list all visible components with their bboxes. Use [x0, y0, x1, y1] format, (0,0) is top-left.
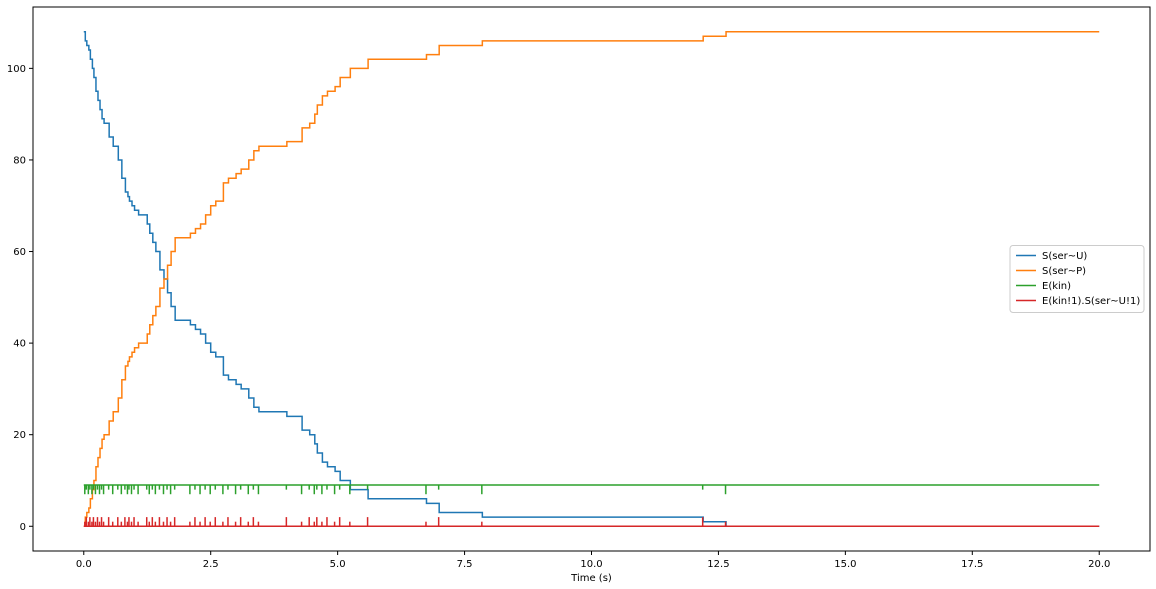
x-tick-label: 2.5	[203, 559, 219, 570]
legend-label: S(ser~U)	[1042, 251, 1087, 262]
x-tick-label: 15.0	[834, 559, 856, 570]
y-tick-label: 100	[7, 64, 26, 75]
x-tick-label: 0.0	[76, 559, 92, 570]
series-line	[83, 30, 1100, 528]
series-layer	[83, 30, 1100, 528]
y-tick-label: 80	[13, 155, 26, 166]
legend-label: E(kin!1).S(ser~U!1)	[1042, 296, 1140, 307]
series-2	[83, 30, 1100, 528]
legend-item: E(kin)	[1016, 281, 1071, 292]
legend-label: E(kin)	[1042, 281, 1071, 292]
x-axis-label: Time (s)	[570, 573, 612, 584]
legend: S(ser~U) S(ser~P) E(kin) E(kin!1).S(ser~U!1…	[1009, 245, 1145, 313]
x-tick-label: 5.0	[330, 559, 346, 570]
series-3	[83, 484, 1100, 495]
y-tick-label: 40	[13, 339, 26, 350]
x-tick-label: 7.5	[457, 559, 473, 570]
legend-item: E(kin!1).S(ser~U!1)	[1016, 296, 1140, 307]
y-tick-label: 60	[13, 247, 26, 258]
series-4	[83, 517, 1100, 528]
axes-layer: 0.0 2.5 5.0 7.5 10.0 12.5 15.0 17.5 20.0 0 20 40 60 8…	[7, 64, 1110, 584]
legend-item: S(ser~P)	[1016, 266, 1086, 277]
x-tick-label: 10.0	[580, 559, 602, 570]
x-tick-label: 12.5	[707, 559, 729, 570]
series-line	[83, 30, 1100, 528]
series-1	[83, 30, 1100, 528]
legend-item: S(ser~U)	[1016, 251, 1087, 262]
legend-label: S(ser~P)	[1042, 266, 1086, 277]
x-tick-label: 17.5	[961, 559, 983, 570]
legend-box	[1009, 245, 1145, 313]
x-tick-label: 20.0	[1088, 559, 1110, 570]
y-tick-label: 0	[20, 522, 26, 533]
y-tick-label: 20	[13, 430, 26, 441]
